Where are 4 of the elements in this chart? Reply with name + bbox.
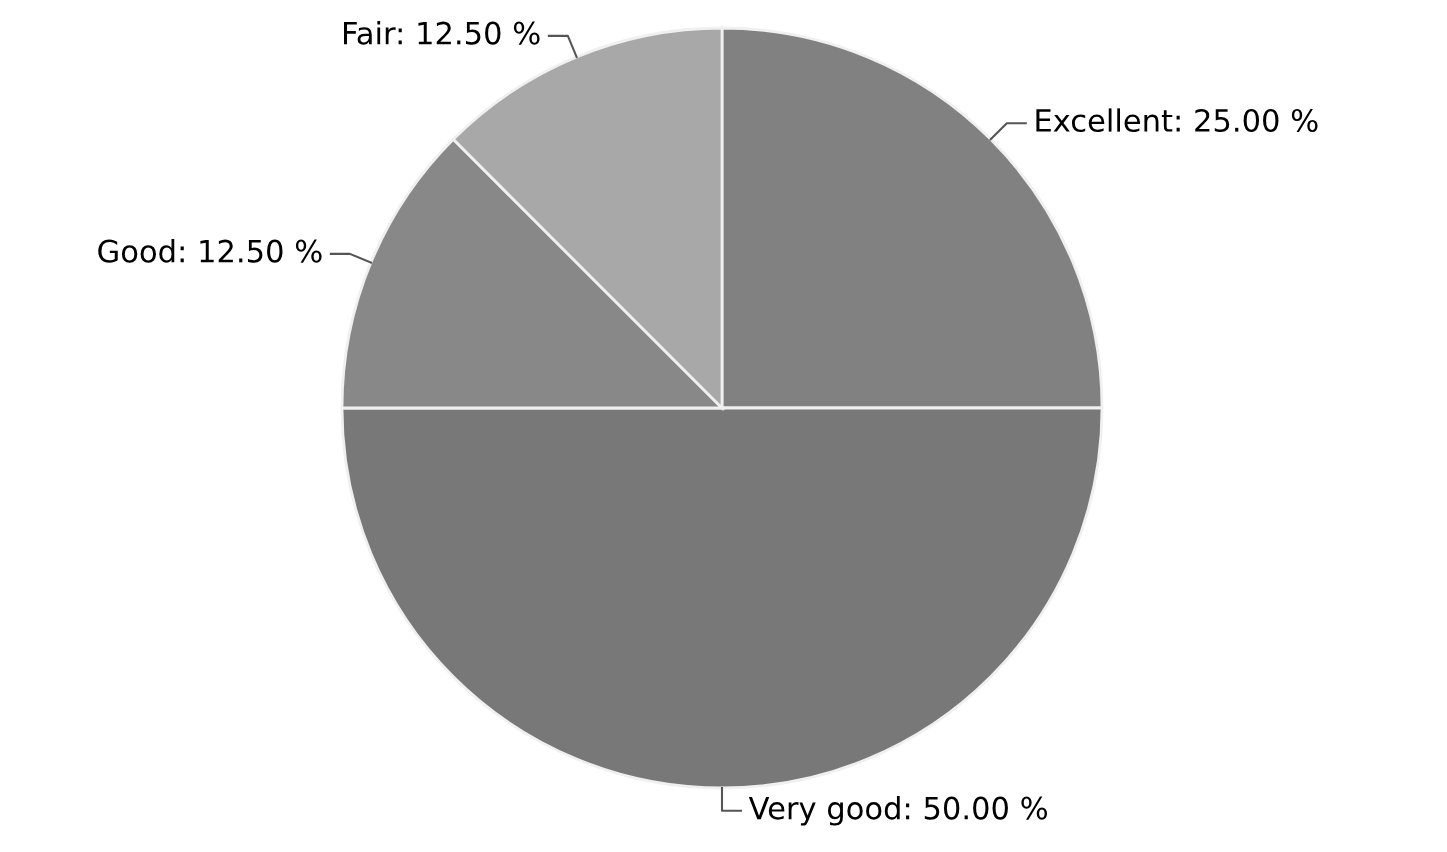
slice-label: Fair: 12.50 % [344, 21, 540, 45]
slice-label: Excellent: 25.00 % [1036, 108, 1318, 133]
slice-label: Good: 12.50 % [98, 239, 322, 263]
slice-label: Very good: 50.00 % [748, 796, 1048, 826]
